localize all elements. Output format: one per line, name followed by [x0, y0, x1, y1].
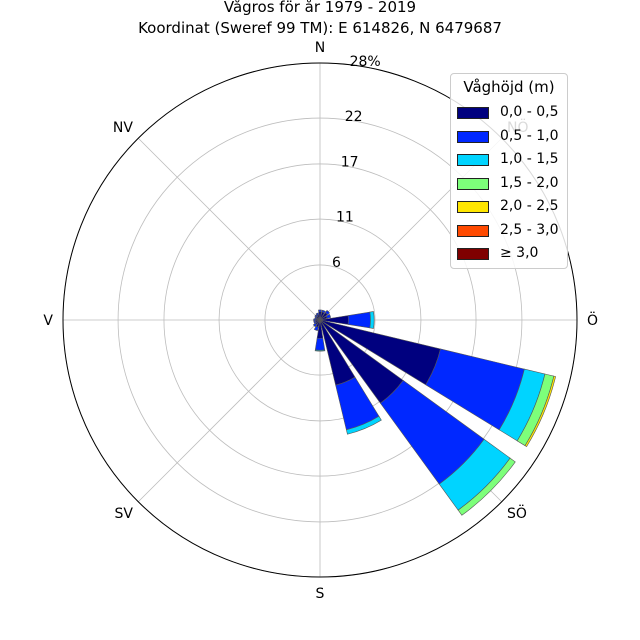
direction-label-V: V — [43, 313, 53, 329]
radial-tick-label-4: 28% — [350, 54, 381, 70]
legend-item: 1,0 - 1,5 — [457, 151, 567, 169]
bar-segment-Ö-2 — [369, 311, 375, 329]
bar-segment-VSV-1 — [313, 320, 317, 324]
legend-swatch — [457, 130, 489, 143]
direction-label-SV: SV — [114, 506, 133, 522]
bar-segment-ÖSÖ-4 — [524, 375, 556, 448]
direction-label-NV: NV — [113, 120, 133, 136]
polar-frame — [62, 62, 578, 578]
direction-label-SÖ: SÖ — [507, 504, 527, 522]
legend: Våghöjd (m) 0,0 - 0,5 0,5 - 1,0 1,0 - 1,5 1… — [450, 73, 568, 269]
legend-swatch — [457, 177, 489, 190]
legend-label: 2,5 - 3,0 — [500, 221, 559, 238]
legend-swatch — [457, 154, 489, 166]
radial-tick-label-2: 17 — [341, 155, 359, 171]
chart-subtitle: Koordinat (Sweref 99 TM): E 614826, N 64… — [138, 19, 502, 37]
grid-spoke — [137, 137, 321, 321]
legend-label: 0,5 - 1,0 — [500, 127, 559, 144]
chart-title: Vågros för år 1979 - 2019 — [223, 0, 417, 16]
legend-title: Våghöjd (m) — [463, 78, 555, 96]
legend-swatch — [457, 248, 489, 260]
legend-swatch — [457, 224, 489, 237]
radial-tick-label-0: 6 — [332, 255, 341, 271]
bar-segment-NNV-1 — [315, 312, 320, 316]
radial-tick-label-1: 11 — [336, 209, 354, 225]
bar-segment-SÖ-3 — [457, 457, 516, 516]
bar-segment-S-2 — [314, 349, 326, 352]
bar-segment-SSV-1 — [313, 325, 319, 332]
legend-label: 1,5 - 2,0 — [500, 174, 559, 191]
legend-swatch — [457, 107, 489, 119]
radial-tick-label-3: 22 — [345, 109, 363, 125]
legend-item: 0,0 - 0,5 — [457, 104, 567, 122]
legend-item: 2,0 - 2,5 — [457, 198, 567, 216]
bar-segment-NNÖ-1 — [321, 309, 326, 314]
bar-segment-Ö-1 — [347, 311, 371, 329]
legend-label: 1,0 - 1,5 — [500, 151, 559, 167]
legend-label: 0,0 - 0,5 — [500, 104, 559, 120]
legend-label: ≥ 3,0 — [500, 245, 539, 261]
legend-item: 0,5 - 1,0 — [457, 128, 567, 146]
direction-label-Ö: Ö — [587, 311, 598, 329]
legend-item: 1,5 - 2,0 — [457, 175, 567, 193]
bar-segment-VNV-1 — [314, 316, 318, 320]
bar-segment-V-1 — [313, 318, 316, 322]
bar-segment-NÖ-1 — [324, 309, 331, 316]
legend-item: 2,5 - 3,0 — [457, 222, 567, 240]
legend-item: ≥ 3,0 — [457, 245, 567, 263]
grid-spoke — [137, 319, 321, 503]
bar-segment-SSÖ-2 — [345, 415, 382, 435]
bar-segment-N-1 — [318, 309, 322, 313]
bar-segment-SV-1 — [312, 322, 318, 328]
direction-label-N: N — [315, 40, 325, 56]
bar-segment-NV-1 — [314, 314, 318, 318]
direction-label-S: S — [316, 586, 325, 602]
legend-label: 2,0 - 2,5 — [500, 198, 559, 214]
bar-segment-ÖNÖ-1 — [325, 313, 332, 319]
legend-swatch — [457, 201, 489, 213]
bar-segment-S-1 — [314, 337, 326, 351]
